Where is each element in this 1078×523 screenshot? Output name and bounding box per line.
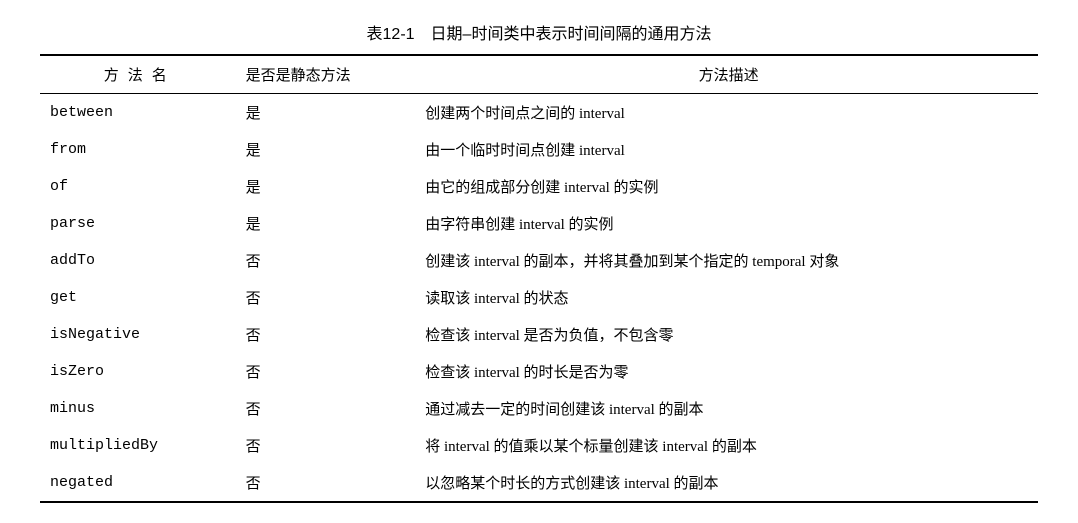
- table-caption: 表12-1 日期–时间类中表示时间间隔的通用方法: [40, 20, 1038, 44]
- cell-description: 由它的组成部分创建 interval 的实例: [419, 168, 1038, 205]
- table-row: isNegative 否 检查该 interval 是否为负值，不包含零: [40, 316, 1038, 353]
- cell-description: 读取该 interval 的状态: [419, 279, 1038, 316]
- table-row: of 是 由它的组成部分创建 interval 的实例: [40, 168, 1038, 205]
- cell-description: 检查该 interval 是否为负值，不包含零: [419, 316, 1038, 353]
- table-header-row: 方法名 是否是静态方法 方法描述: [40, 55, 1038, 94]
- header-description: 方法描述: [419, 55, 1038, 94]
- cell-is-static: 否: [240, 390, 420, 427]
- cell-is-static: 是: [240, 131, 420, 168]
- table-row: multipliedBy 否 将 interval 的值乘以某个标量创建该 in…: [40, 427, 1038, 464]
- table-row: get 否 读取该 interval 的状态: [40, 279, 1038, 316]
- table-row: from 是 由一个临时时间点创建 interval: [40, 131, 1038, 168]
- header-is-static: 是否是静态方法: [240, 55, 420, 94]
- table-row: between 是 创建两个时间点之间的 interval: [40, 94, 1038, 132]
- cell-is-static: 否: [240, 242, 420, 279]
- cell-is-static: 是: [240, 168, 420, 205]
- cell-method-name: of: [40, 168, 240, 205]
- cell-is-static: 否: [240, 279, 420, 316]
- cell-method-name: addTo: [40, 242, 240, 279]
- cell-is-static: 否: [240, 427, 420, 464]
- cell-method-name: isNegative: [40, 316, 240, 353]
- cell-method-name: minus: [40, 390, 240, 427]
- cell-is-static: 是: [240, 94, 420, 132]
- table-body: between 是 创建两个时间点之间的 interval from 是 由一个…: [40, 94, 1038, 503]
- cell-description: 以忽略某个时长的方式创建该 interval 的副本: [419, 464, 1038, 502]
- cell-is-static: 否: [240, 316, 420, 353]
- cell-description: 将 interval 的值乘以某个标量创建该 interval 的副本: [419, 427, 1038, 464]
- cell-is-static: 否: [240, 464, 420, 502]
- cell-method-name: multipliedBy: [40, 427, 240, 464]
- cell-description: 由一个临时时间点创建 interval: [419, 131, 1038, 168]
- cell-method-name: from: [40, 131, 240, 168]
- table-row: parse 是 由字符串创建 interval 的实例: [40, 205, 1038, 242]
- cell-description: 创建该 interval 的副本，并将其叠加到某个指定的 temporal 对象: [419, 242, 1038, 279]
- header-method-name: 方法名: [40, 55, 240, 94]
- cell-is-static: 是: [240, 205, 420, 242]
- table-row: negated 否 以忽略某个时长的方式创建该 interval 的副本: [40, 464, 1038, 502]
- cell-description: 由字符串创建 interval 的实例: [419, 205, 1038, 242]
- cell-description: 检查该 interval 的时长是否为零: [419, 353, 1038, 390]
- cell-description: 通过减去一定的时间创建该 interval 的副本: [419, 390, 1038, 427]
- table-row: minus 否 通过减去一定的时间创建该 interval 的副本: [40, 390, 1038, 427]
- cell-method-name: between: [40, 94, 240, 132]
- table-row: isZero 否 检查该 interval 的时长是否为零: [40, 353, 1038, 390]
- cell-method-name: parse: [40, 205, 240, 242]
- cell-description: 创建两个时间点之间的 interval: [419, 94, 1038, 132]
- cell-is-static: 否: [240, 353, 420, 390]
- table-row: addTo 否 创建该 interval 的副本，并将其叠加到某个指定的 tem…: [40, 242, 1038, 279]
- cell-method-name: negated: [40, 464, 240, 502]
- methods-table: 方法名 是否是静态方法 方法描述 between 是 创建两个时间点之间的 in…: [40, 54, 1038, 503]
- cell-method-name: isZero: [40, 353, 240, 390]
- cell-method-name: get: [40, 279, 240, 316]
